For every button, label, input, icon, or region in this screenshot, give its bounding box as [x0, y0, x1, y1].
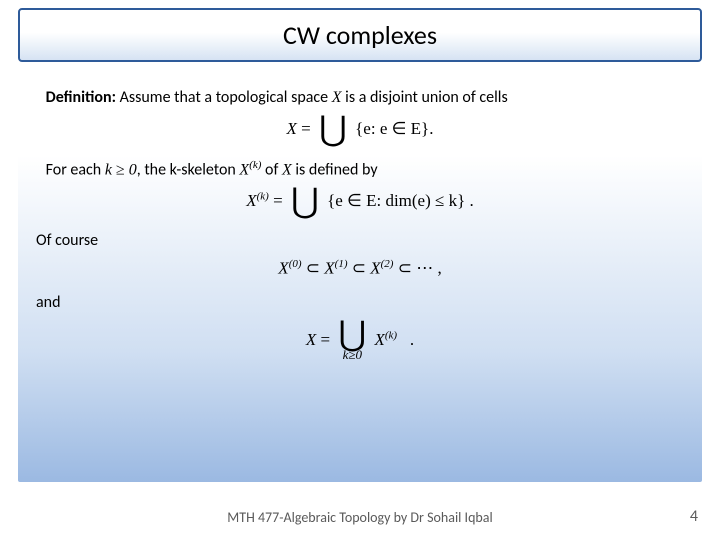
- equation-3: X = ⋃ k≥0 X(k) .: [36, 320, 684, 362]
- for-each-cond: k ≥ 0: [105, 161, 137, 178]
- title-panel: CW complexes: [18, 8, 702, 62]
- eq3-rhs-sup: (k): [385, 329, 397, 341]
- and-text: and: [36, 293, 60, 312]
- subset1: ⊂: [302, 259, 325, 278]
- eq1-period: .: [429, 119, 433, 138]
- chain-inclusion: X(0) ⊂ X(1) ⊂ X(2) ⊂ ⋯ ,: [36, 258, 684, 278]
- content-panel: Definition: Assume that a topological sp…: [18, 74, 702, 482]
- union-sub: k≥0: [343, 348, 362, 362]
- footer-text: MTH 477-Algebraic Topology by Dr Sohail …: [0, 509, 720, 526]
- bullet-icon: [36, 168, 42, 174]
- eq1-lhs: X: [287, 119, 297, 138]
- eq3-lhs: X: [306, 330, 316, 349]
- slide-title: CW complexes: [283, 19, 437, 51]
- chain0-sup: (0): [289, 258, 302, 270]
- bullet-icon: [36, 95, 42, 101]
- chain2-sup: (2): [381, 258, 394, 270]
- equation-1: X = ⋃ {e: e ∈ E}.: [36, 115, 684, 145]
- for-each-of: of: [261, 160, 282, 179]
- eq2-lhs-sup: (k): [257, 191, 269, 203]
- eq2-set: {e ∈ E: dim(e) ≤ k}: [327, 191, 465, 210]
- ofcourse: Of course: [36, 231, 98, 250]
- Xk-sup: (k): [249, 159, 261, 171]
- ofcourse-line: Of course: [36, 231, 684, 250]
- equals-2: =: [273, 191, 287, 210]
- var-X-2: X: [282, 161, 292, 178]
- eq3-period: .: [410, 330, 414, 349]
- definition-after: is a disjoint union of cells: [342, 88, 508, 107]
- big-union-2: ⋃: [291, 187, 319, 217]
- eq3-rhs: X: [375, 330, 385, 349]
- union-icon-2: ⋃: [291, 187, 319, 217]
- chain0: X: [278, 259, 288, 278]
- skeleton-line: For each k ≥ 0, the k-skeleton X(k) of X…: [36, 159, 684, 179]
- union-icon: ⋃: [319, 115, 347, 145]
- equation-2: X(k) = ⋃ {e ∈ E: dim(e) ≤ k} .: [36, 187, 684, 217]
- chain-dots: ⊂ ⋯ ,: [393, 259, 441, 278]
- eq3-spacer: [401, 330, 410, 349]
- subset2: ⊂: [347, 259, 370, 278]
- page-number: 4: [690, 507, 698, 526]
- union-icon-3: ⋃ k≥0: [338, 320, 366, 362]
- definition-line: Definition: Assume that a topological sp…: [36, 88, 684, 107]
- var-X: X: [332, 89, 342, 106]
- for-each-mid: , the k-skeleton: [137, 160, 240, 179]
- eq2-period: .: [470, 191, 474, 210]
- eq2-lhs: X: [246, 191, 256, 210]
- definition-text: Assume that a topological space: [116, 88, 332, 107]
- for-each-end: is defined by: [292, 160, 378, 179]
- chain1-sup: (1): [335, 258, 348, 270]
- definition-label: Definition:: [46, 88, 116, 107]
- for-each-pre: For each: [46, 160, 105, 179]
- and-line: and: [36, 293, 684, 312]
- Xk: X: [239, 161, 249, 178]
- equals-3: =: [321, 330, 335, 349]
- eq1-set: {e: e ∈ E}: [355, 119, 429, 138]
- big-union: ⋃: [319, 115, 347, 145]
- big-union-3: ⋃: [338, 320, 366, 350]
- chain1: X: [324, 259, 334, 278]
- chain2: X: [370, 259, 380, 278]
- equals: =: [301, 119, 315, 138]
